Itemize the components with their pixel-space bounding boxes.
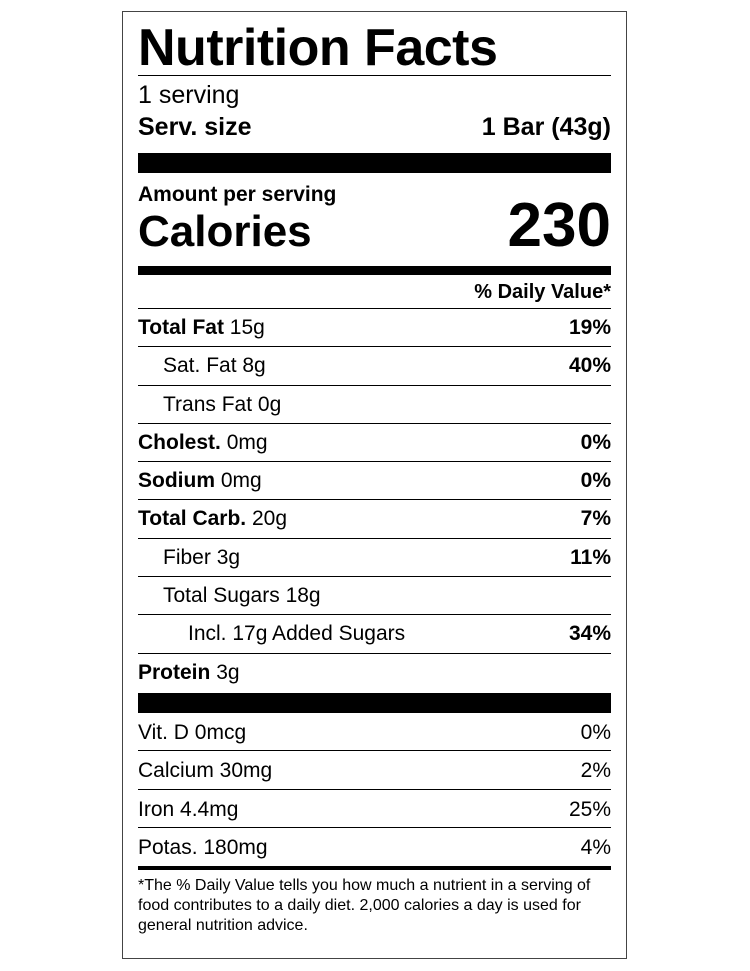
vitamin-name: Iron 4.4mg (138, 797, 239, 821)
daily-value-header: % Daily Value* (138, 275, 611, 309)
vitamin-row-potassium: Potas. 180mg 4% (138, 828, 611, 866)
nutrient-row-total-fat: Total Fat 15g 19% (138, 309, 611, 348)
nutrient-name: Cholest. (138, 430, 221, 454)
serving-size-value: 1 Bar (43g) (481, 113, 611, 141)
calories-value: 230 (507, 191, 611, 260)
nutrient-dv: 7% (580, 507, 611, 531)
servings-per-container: 1 serving (138, 81, 240, 109)
thick-divider (138, 153, 611, 173)
vitamin-row-vit-d: Vit. D 0mcg 0% (138, 713, 611, 752)
medium-divider (138, 266, 611, 275)
nutrient-name: Sodium (138, 469, 215, 493)
nutrient-amount: 20g (251, 507, 288, 531)
nutrient-amount: 3g (216, 660, 240, 684)
nutrient-row-total-carb: Total Carb. 20g 7% (138, 500, 611, 539)
nutrient-name: Protein (138, 660, 211, 684)
vitamin-dv: 2% (580, 759, 611, 783)
nutrient-row-total-sugars: Total Sugars 18g (138, 577, 611, 616)
vitamin-dv: 0% (580, 720, 611, 744)
nutrition-facts-label: Nutrition Facts 1 serving Serv. size 1 B… (122, 11, 627, 959)
vitamin-row-calcium: Calcium 30mg 2% (138, 751, 611, 790)
nutrient-row-sodium: Sodium 0mg 0% (138, 462, 611, 501)
nutrient-dv: 40% (568, 354, 611, 378)
nutrient-name: Incl. 17g Added Sugars (188, 622, 406, 646)
calories-row: Calories 230 (138, 195, 611, 257)
vitamin-dv: 25% (568, 797, 611, 821)
nutrient-amount: 15g (229, 316, 265, 339)
amount-per-serving: Amount per serving (138, 183, 337, 206)
nutrient-name: Total Carb. (138, 507, 247, 531)
nutrient-row-sat-fat: Sat. Fat 8g 40% (138, 347, 611, 386)
nutrient-name: Total Sugars (163, 584, 280, 608)
calories-label: Calories (138, 207, 312, 256)
nutrient-name: Trans Fat (163, 392, 253, 416)
vitamin-name: Calcium 30mg (138, 759, 273, 783)
nutrient-dv: 19% (568, 316, 611, 339)
vitamin-row-iron: Iron 4.4mg 25% (138, 790, 611, 829)
nutrient-amount: 0g (257, 392, 282, 416)
nutrient-row-protein: Protein 3g (138, 654, 611, 691)
serving-size-label: Serv. size (138, 113, 252, 141)
nutrient-row-fiber: Fiber 3g 11% (138, 539, 611, 578)
nutrient-row-trans-fat: Trans Fat 0g (138, 386, 611, 424)
nutrient-amount: 3g (216, 545, 241, 569)
serving-size: Serv. size 1 Bar (43g) (138, 113, 611, 141)
nutrient-dv: 11% (570, 545, 611, 569)
vitamin-name: Potas. 180mg (138, 836, 268, 860)
label-title: Nutrition Facts (138, 19, 498, 77)
nutrient-name: Sat. Fat (163, 354, 237, 378)
nutrient-amount: 18g (285, 584, 321, 608)
nutrient-amount: 8g (242, 354, 266, 378)
vitamin-dv: 4% (580, 836, 611, 860)
nutrient-name: Fiber (163, 545, 211, 569)
nutrient-row-added-sugars: Incl. 17g Added Sugars 34% (138, 615, 611, 654)
nutrient-name: Total Fat (138, 316, 224, 339)
vitamin-name: Vit. D 0mcg (138, 720, 247, 744)
nutrient-amount: 0mg (220, 469, 262, 493)
nutrient-dv: 0% (580, 430, 611, 454)
nutrient-dv: 0% (580, 469, 611, 493)
thick-divider (138, 692, 611, 713)
footnote: *The % Daily Value tells you how much a … (138, 865, 611, 936)
divider (138, 75, 611, 76)
nutrient-row-cholesterol: Cholest. 0mg 0% (138, 424, 611, 463)
nutrient-dv: 34% (568, 622, 611, 646)
nutrient-amount: 0mg (226, 430, 268, 454)
